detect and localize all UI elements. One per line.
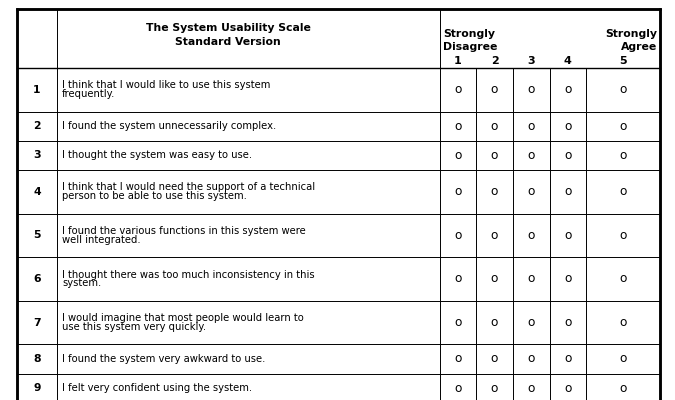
Text: 1: 1 — [454, 56, 462, 66]
Text: o: o — [454, 83, 462, 96]
Text: o: o — [564, 272, 572, 286]
Text: o: o — [454, 316, 462, 329]
Text: 6: 6 — [33, 274, 40, 284]
Text: o: o — [564, 149, 572, 162]
Text: o: o — [454, 185, 462, 198]
Text: Standard Version: Standard Version — [176, 38, 281, 48]
Text: o: o — [564, 352, 572, 366]
Text: o: o — [527, 352, 535, 366]
Text: 5: 5 — [620, 56, 627, 66]
Text: I thought the system was easy to use.: I thought the system was easy to use. — [62, 150, 252, 160]
Text: o: o — [564, 229, 572, 242]
Text: o: o — [527, 382, 535, 395]
Text: 1: 1 — [33, 85, 40, 95]
Text: I think that I would like to use this system: I think that I would like to use this sy… — [62, 80, 271, 90]
Text: 9: 9 — [33, 383, 40, 393]
Text: 4: 4 — [33, 187, 40, 197]
Text: I felt very confident using the system.: I felt very confident using the system. — [62, 383, 252, 393]
Text: o: o — [527, 316, 535, 329]
Text: o: o — [527, 149, 535, 162]
Text: o: o — [527, 272, 535, 286]
Text: o: o — [527, 229, 535, 242]
Text: person to be able to use this system.: person to be able to use this system. — [62, 191, 247, 201]
Text: I found the system unnecessarily complex.: I found the system unnecessarily complex… — [62, 121, 276, 131]
Text: 3: 3 — [527, 56, 535, 66]
Text: 2: 2 — [491, 56, 498, 66]
Text: Strongly: Strongly — [605, 29, 657, 39]
Text: o: o — [454, 382, 462, 395]
Text: Agree: Agree — [620, 42, 657, 52]
Text: o: o — [620, 272, 627, 286]
Text: o: o — [620, 352, 627, 366]
Text: o: o — [620, 149, 627, 162]
Text: o: o — [454, 149, 462, 162]
Text: o: o — [620, 229, 627, 242]
Text: o: o — [491, 185, 498, 198]
Text: o: o — [491, 352, 498, 366]
Text: o: o — [564, 185, 572, 198]
Text: o: o — [564, 120, 572, 133]
Text: o: o — [491, 316, 498, 329]
Text: o: o — [564, 382, 572, 395]
Text: well integrated.: well integrated. — [62, 235, 141, 245]
Text: Disagree: Disagree — [443, 42, 497, 52]
Text: 2: 2 — [33, 121, 40, 131]
Text: o: o — [454, 272, 462, 286]
Text: o: o — [527, 185, 535, 198]
Text: o: o — [491, 382, 498, 395]
Text: o: o — [620, 185, 627, 198]
Text: o: o — [620, 382, 627, 395]
Text: o: o — [491, 229, 498, 242]
Text: o: o — [527, 120, 535, 133]
Text: Strongly: Strongly — [443, 29, 495, 39]
Text: o: o — [620, 120, 627, 133]
Text: I would imagine that most people would learn to: I would imagine that most people would l… — [62, 313, 304, 323]
Text: o: o — [454, 120, 462, 133]
Text: 4: 4 — [564, 56, 572, 66]
Text: o: o — [491, 149, 498, 162]
Text: I thought there was too much inconsistency in this: I thought there was too much inconsisten… — [62, 270, 315, 280]
Text: o: o — [454, 352, 462, 366]
Text: frequently.: frequently. — [62, 89, 115, 99]
Text: system.: system. — [62, 278, 101, 288]
Text: o: o — [564, 316, 572, 329]
Text: I think that I would need the support of a technical: I think that I would need the support of… — [62, 182, 315, 192]
Text: 7: 7 — [33, 318, 40, 328]
Text: 8: 8 — [33, 354, 40, 364]
Text: o: o — [527, 83, 535, 96]
Text: o: o — [454, 229, 462, 242]
Text: I found the various functions in this system were: I found the various functions in this sy… — [62, 226, 306, 236]
Text: o: o — [564, 83, 572, 96]
Text: use this system very quickly.: use this system very quickly. — [62, 322, 207, 332]
Text: o: o — [620, 316, 627, 329]
Text: o: o — [491, 83, 498, 96]
Text: 5: 5 — [33, 230, 40, 240]
Text: o: o — [491, 272, 498, 286]
Text: I found the system very awkward to use.: I found the system very awkward to use. — [62, 354, 265, 364]
Text: 3: 3 — [33, 150, 40, 160]
Text: The System Usability Scale: The System Usability Scale — [146, 24, 310, 34]
Text: o: o — [620, 83, 627, 96]
Text: o: o — [491, 120, 498, 133]
